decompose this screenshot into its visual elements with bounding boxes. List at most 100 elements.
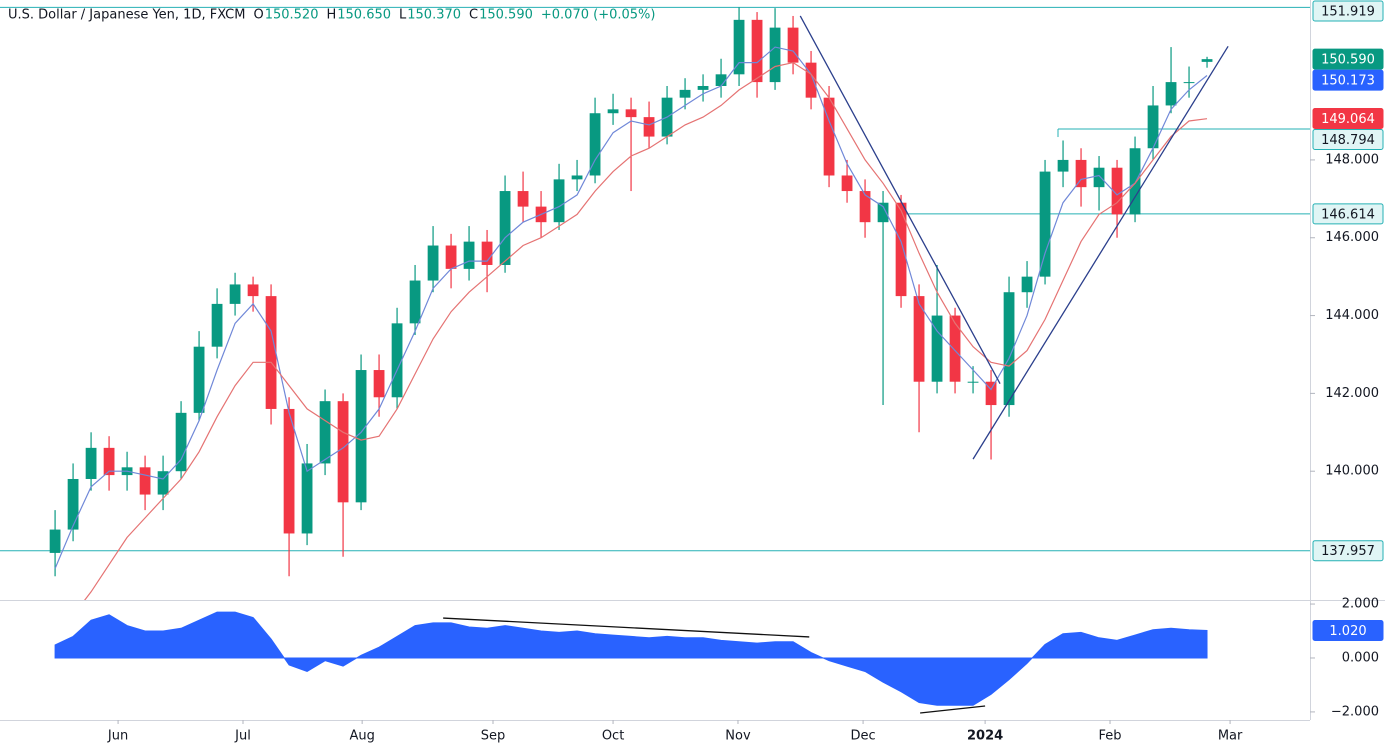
- candle-body: [625, 109, 637, 118]
- trendline: [799, 15, 1001, 384]
- candle-body: [85, 447, 97, 479]
- y-tick-label: 144.000: [1325, 308, 1379, 323]
- x-tick-label: Feb: [1099, 729, 1122, 744]
- candle-body: [751, 19, 763, 83]
- candle-body: [679, 89, 691, 98]
- candle-body: [985, 381, 997, 406]
- y-tick-label: 146.000: [1325, 230, 1379, 245]
- price-tag-label: 150.173: [1321, 74, 1375, 89]
- candle-body: [1075, 159, 1087, 188]
- y-tick-label: 148.000: [1325, 152, 1379, 167]
- x-tick-label: Jul: [234, 729, 251, 744]
- candle-body: [931, 315, 943, 382]
- price-tag: [1312, 129, 1384, 151]
- price-tag: [1312, 69, 1384, 91]
- price-tag-label: 151.919: [1321, 5, 1375, 20]
- candle-body: [301, 463, 313, 534]
- candle-body: [1003, 292, 1015, 406]
- price-tag: [1312, 48, 1384, 70]
- price-tag: [1312, 0, 1384, 22]
- y-tick-label: 2.000: [1342, 597, 1379, 612]
- candle-body: [193, 346, 205, 413]
- price-tag: [1312, 203, 1384, 225]
- candle-body: [643, 117, 655, 137]
- ohlc-key: L: [399, 8, 407, 23]
- candle-body: [607, 109, 619, 114]
- candle-body: [427, 245, 439, 281]
- candle-body: [391, 323, 403, 398]
- candle-body: [49, 529, 61, 553]
- candle-body: [319, 401, 331, 464]
- ohlc-key: H: [326, 8, 336, 23]
- candle-body: [463, 241, 475, 269]
- price-tag-label: 137.957: [1321, 544, 1375, 559]
- x-tick-label: Aug: [349, 729, 374, 744]
- ohlc-value: 150.370: [407, 8, 461, 23]
- candle-body: [1147, 105, 1159, 149]
- axes: 140.000 142.000 144.000 146.000 148.000 2.000…: [107, 0, 1384, 744]
- candle-body: [103, 447, 115, 476]
- candle-body: [211, 303, 223, 347]
- candle-body: [247, 284, 259, 297]
- price-tag-label: 150.590: [1321, 53, 1375, 68]
- price-tag-label: 149.064: [1321, 112, 1375, 127]
- candle-body: [265, 296, 277, 409]
- moving-average: [84, 61, 1208, 600]
- change: +0.070 (+0.05%): [541, 8, 656, 23]
- candle-body: [913, 296, 925, 382]
- candle-body: [967, 381, 979, 383]
- candle-body: [571, 175, 583, 180]
- symbol-title: U.S. Dollar / Japanese Yen, 1D, FXCM: [8, 8, 245, 23]
- candle-body: [1021, 276, 1033, 293]
- moving-average: [54, 46, 1208, 569]
- candle-body: [859, 191, 871, 223]
- price-tag: [1312, 619, 1384, 641]
- candle-body: [733, 19, 745, 75]
- candle-body: [499, 191, 511, 265]
- y-tick-label: −2.000: [1331, 704, 1379, 719]
- candle-body: [1129, 148, 1141, 215]
- x-tick-label: 2024: [967, 729, 1003, 744]
- y-tick-label: 140.000: [1325, 464, 1379, 479]
- trendline: [920, 705, 986, 714]
- ohlc-value: 150.650: [337, 8, 391, 23]
- trendline: [443, 617, 810, 638]
- x-tick-label: Sep: [481, 729, 506, 744]
- y-tick-label: 0.000: [1342, 650, 1379, 665]
- candle-body: [1201, 59, 1213, 62]
- candle-body: [715, 74, 727, 86]
- price-panel: [0, 6, 1310, 600]
- candle-body: [355, 370, 367, 503]
- candle-body: [1057, 159, 1069, 172]
- candle-body: [841, 175, 853, 192]
- price-tag: [1312, 540, 1384, 562]
- candle-body: [517, 191, 529, 207]
- price-tag: [1312, 108, 1384, 130]
- price-tag-label: 148.794: [1321, 133, 1375, 148]
- candle-body: [67, 478, 79, 530]
- x-tick-label: Oct: [602, 729, 624, 744]
- candle-body: [823, 97, 835, 176]
- candle-body: [949, 315, 961, 382]
- candle-body: [445, 245, 457, 269]
- candle-body: [877, 202, 889, 223]
- candle-body: [1093, 167, 1105, 188]
- candle-body: [805, 62, 817, 98]
- candle-body: [895, 202, 907, 297]
- oscillator-panel: [54, 611, 1208, 714]
- price-tag-label: 146.614: [1321, 207, 1375, 222]
- candle-body: [553, 179, 565, 223]
- price-tag-label: 1.020: [1329, 624, 1366, 639]
- candle-body: [409, 280, 421, 324]
- ohlc-key: C: [469, 8, 478, 23]
- candle-body: [481, 241, 493, 265]
- candle-body: [589, 113, 601, 176]
- y-tick-label: 142.000: [1325, 386, 1379, 401]
- candle-body: [1111, 167, 1123, 215]
- candle-body: [139, 467, 151, 495]
- trendline: [972, 45, 1229, 460]
- candle-body: [769, 27, 781, 83]
- ohlc-value: 150.590: [479, 8, 533, 23]
- x-tick-label: Mar: [1218, 729, 1243, 744]
